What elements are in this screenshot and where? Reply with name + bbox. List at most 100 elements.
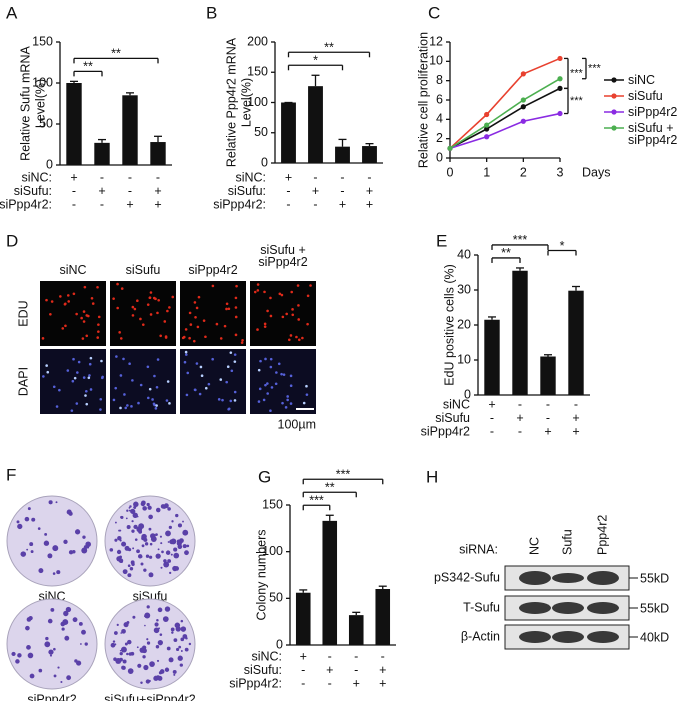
series-marker (520, 104, 526, 110)
nucleus (116, 282, 119, 286)
y-tick-label: 0 (464, 387, 471, 401)
nucleus (306, 322, 309, 326)
significance-label: * (313, 54, 318, 68)
nucleus (291, 313, 295, 317)
colony (132, 547, 135, 550)
colony (167, 507, 171, 511)
colony (132, 615, 136, 619)
condition-mark: - (72, 184, 76, 198)
y-axis-label: EdU positive cells (%) (442, 264, 456, 386)
colony (122, 659, 127, 664)
nucleus (82, 310, 86, 313)
colony (182, 520, 184, 523)
colony (26, 548, 29, 551)
series-marker (557, 85, 563, 91)
colony (16, 520, 20, 524)
nucleus (168, 306, 171, 309)
colony (29, 673, 35, 679)
condition-mark: - (301, 663, 305, 677)
colony (63, 610, 69, 617)
nucleus (188, 336, 191, 340)
nucleus (262, 398, 266, 402)
colony (30, 550, 34, 554)
y-tick-label: 0 (46, 157, 53, 171)
colony (68, 550, 74, 555)
condition-mark: + (379, 663, 386, 677)
y-tick-label: 50 (254, 125, 268, 139)
nucleus (281, 401, 284, 405)
colony (166, 646, 171, 651)
colony (160, 566, 163, 569)
condition-mark: - (286, 197, 290, 211)
nucleus (112, 297, 115, 300)
nucleus (168, 402, 171, 405)
bar (281, 102, 296, 163)
nucleus (202, 319, 206, 322)
colony (146, 641, 151, 645)
nucleus (188, 311, 192, 315)
nucleus (148, 296, 152, 299)
colony (146, 502, 150, 507)
nucleus (305, 384, 308, 388)
colony (172, 669, 177, 674)
nucleus (192, 339, 196, 343)
colony (144, 615, 146, 618)
y-axis-label: Level(%) (239, 78, 253, 127)
nucleus (75, 312, 78, 316)
colony (17, 653, 22, 658)
y-tick-label: 10 (429, 54, 443, 68)
colony (57, 666, 60, 669)
series-marker (484, 122, 490, 128)
nucleus (154, 407, 158, 410)
condition-mark: - (340, 184, 344, 198)
colony (141, 544, 145, 548)
condition-label: siPpp4r2: (213, 197, 266, 211)
nucleus (296, 284, 300, 287)
colony (136, 646, 139, 649)
colony (162, 616, 169, 622)
nucleus (156, 358, 160, 361)
colony (150, 536, 157, 543)
bar (122, 95, 138, 165)
nucleus (195, 362, 199, 365)
legend-label: siNC (628, 73, 656, 87)
colony (52, 545, 59, 552)
nucleus (183, 360, 187, 364)
nucleus (55, 405, 59, 408)
nucleus (42, 375, 45, 378)
nucleus (171, 295, 175, 299)
colony (158, 671, 163, 675)
condition-mark: - (72, 197, 76, 211)
colony (79, 643, 82, 645)
nucleus (99, 397, 103, 401)
error-bar (325, 514, 334, 521)
error-bar (311, 74, 320, 87)
nucleus (221, 398, 224, 402)
condition-mark: + (572, 411, 579, 425)
colony (129, 567, 134, 571)
colony (160, 542, 163, 545)
column-label: siPpp4r2 (188, 263, 238, 277)
error-bar (516, 267, 524, 271)
colony (128, 506, 131, 509)
colony (121, 665, 126, 670)
nucleus (124, 406, 128, 410)
condition-mark: - (354, 649, 358, 663)
nucleus (226, 365, 230, 368)
condition-mark: - (156, 170, 160, 184)
condition-label: siNC: (251, 649, 282, 663)
nucleus (45, 364, 48, 367)
series-marker (520, 71, 526, 77)
condition-mark: + (339, 197, 346, 211)
series-marker (557, 55, 563, 62)
nucleus (157, 298, 160, 302)
nucleus (81, 337, 85, 340)
colony (50, 607, 55, 612)
significance-label: *** (336, 468, 351, 482)
nucleus (198, 392, 202, 396)
nucleus (285, 312, 288, 316)
condition-mark: + (488, 397, 495, 411)
significance-label: *** (570, 95, 584, 107)
nucleus (195, 306, 199, 310)
condition-mark: + (366, 184, 373, 198)
